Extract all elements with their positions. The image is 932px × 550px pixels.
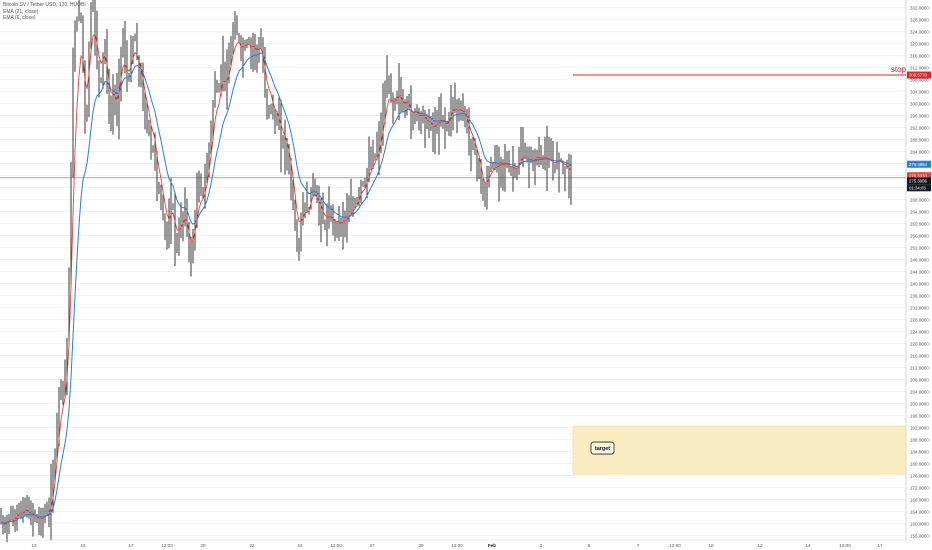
y-tick-label: 184.0000 — [910, 449, 929, 454]
x-tick-label: 17 — [128, 543, 134, 548]
target-label-box — [590, 441, 615, 455]
y-tick-label: 216.0000 — [910, 353, 929, 358]
x-tick-label: Feb — [488, 543, 496, 548]
last-price-tag-bg — [907, 177, 931, 185]
y-tick-label: 208.0000 — [910, 377, 929, 382]
x-tick-label: 3 — [540, 543, 543, 548]
y-tick-label: 292.0000 — [910, 126, 929, 131]
y-tick-label: 196.0000 — [910, 413, 929, 418]
x-tick-label: 10 — [708, 543, 714, 548]
x-tick-label: 12:00 — [161, 543, 173, 548]
countdown-tag: 01:34:03 — [909, 185, 926, 190]
x-tick-label: 12 — [757, 543, 763, 548]
last-price-tag: 275.3006 — [909, 178, 928, 183]
y-tick-label: 220.0000 — [910, 341, 929, 346]
y-tick-label: 284.0000 — [910, 150, 929, 155]
y-tick-label: 164.0000 — [910, 509, 929, 514]
y-tick-label: 312.0000 — [910, 66, 929, 71]
x-tick-label: 17 — [877, 543, 883, 548]
x-tick-label: 12:00 — [451, 543, 463, 548]
x-tick-label: 13 — [31, 543, 37, 548]
y-tick-label: 328.0000 — [910, 18, 929, 23]
y-tick-label: 296.0000 — [910, 114, 929, 119]
y-axis: 332.0000 328.0000 324.0000 320.0000 316.0000… — [0, 0, 929, 540]
y-tick-label: 256.0000 — [910, 233, 929, 238]
ema21-price-tag-bg — [907, 160, 931, 168]
x-tick-label: 14 — [805, 543, 811, 548]
y-tick-label: 228.0000 — [910, 317, 929, 322]
y-tick-label: 192.0000 — [910, 425, 929, 430]
y-tick-label: 200.0000 — [910, 401, 929, 406]
stop-price-tag — [907, 71, 931, 79]
legend-ema21: EMA (21, close) — [3, 8, 39, 15]
x-tick-label: 22 — [249, 543, 255, 548]
y-tick-label: 332.0000 — [910, 6, 929, 11]
x-tick-label: 12:00 — [669, 543, 681, 548]
legend-symbol: Bitcoin SV / Tether USD, 120, HUOBI — [3, 2, 86, 8]
y-tick-label: 244.0000 — [910, 269, 929, 274]
x-tick-label: 24 — [297, 543, 303, 548]
x-tick-label: 5 — [588, 543, 591, 548]
y-tick-label: 240.0000 — [910, 281, 929, 286]
y-tick-label: 260.0000 — [910, 221, 929, 226]
y-tick-label: 188.0000 — [910, 437, 929, 442]
y-tick-label: 160.0000 — [910, 521, 929, 526]
y-tick-label: 236.0000 — [910, 293, 929, 298]
countdown-tag-bg — [907, 184, 931, 192]
candles — [0, 0, 572, 543]
y-tick-label: 264.0000 — [910, 209, 929, 214]
x-tick-label: 12:00 — [839, 543, 851, 548]
y-tick-label: 320.0000 — [910, 42, 929, 47]
y-tick-label: 300.0000 — [910, 102, 929, 107]
y-tick-label: 204.0000 — [910, 389, 929, 394]
chart-legend: Bitcoin SV / Tether USD, 120, HUOBI EMA … — [3, 2, 86, 22]
y-tick-label: 212.0000 — [910, 365, 929, 370]
stop-label: stop — [891, 65, 907, 74]
y-tick-label: 248.0000 — [910, 257, 929, 262]
ema6-price-tag-bg — [907, 172, 931, 180]
x-axis: 13 15 17 12:00 20 22 24 12:00 27 29 12:00 Feb 3 5 7 12:… — [0, 539, 906, 548]
y-tick-label: 180.0000 — [910, 461, 929, 466]
x-tick-label: 12:00 — [330, 543, 342, 548]
ema21-line — [0, 52, 572, 524]
y-tick-label: 232.0000 — [910, 305, 929, 310]
y-tick-label: 268.0000 — [910, 197, 929, 202]
y-tick-label: 176.0000 — [910, 473, 929, 478]
legend-ema6: EMA (6, close) — [3, 15, 36, 21]
y-tick-label: 168.0000 — [910, 497, 929, 502]
ema21-price-tag: 279.4864 — [909, 162, 928, 167]
x-tick-label: 7 — [637, 543, 640, 548]
y-tick-label: 156.0000 — [910, 533, 929, 538]
y-tick-label: 308.0000 — [910, 78, 929, 83]
x-tick-label: 20 — [200, 543, 206, 548]
stop-price-text: 309.5770 — [909, 73, 928, 78]
ema6-price-tag: 276.3333 — [909, 173, 928, 178]
target-label: target — [595, 446, 610, 452]
x-tick-label: 27 — [369, 543, 375, 548]
x-tick-label: 29 — [418, 543, 424, 548]
y-tick-label: 224.0000 — [910, 329, 929, 334]
y-tick-label: 324.0000 — [910, 30, 929, 35]
x-tick-label: 15 — [80, 543, 86, 548]
target-box — [572, 425, 907, 475]
y-tick-label: 288.0000 — [910, 138, 929, 143]
ema6-line — [0, 32, 572, 526]
y-tick-label: 316.0000 — [910, 54, 929, 59]
target-zone: target — [572, 425, 907, 475]
y-tick-label: 252.0000 — [910, 245, 929, 250]
y-tick-label: 172.0000 — [910, 485, 929, 490]
y-tick-label: 304.0000 — [910, 90, 929, 95]
